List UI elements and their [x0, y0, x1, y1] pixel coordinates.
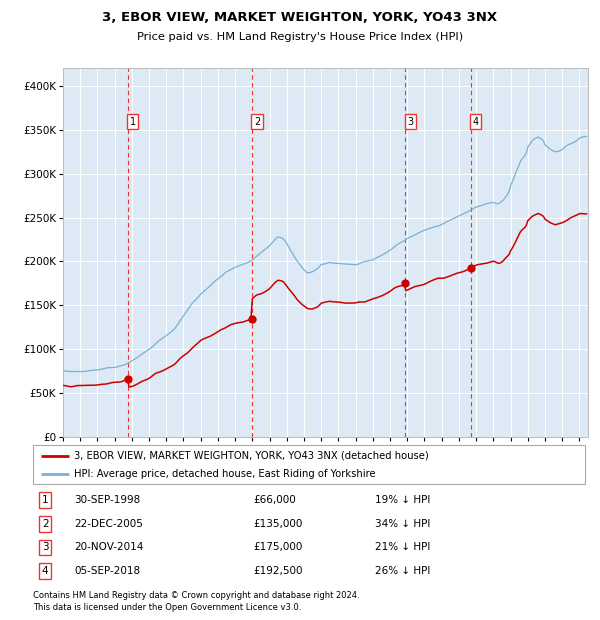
- Text: 3: 3: [42, 542, 49, 552]
- Text: 4: 4: [42, 566, 49, 576]
- Text: 05-SEP-2018: 05-SEP-2018: [74, 566, 140, 576]
- Text: 3, EBOR VIEW, MARKET WEIGHTON, YORK, YO43 3NX: 3, EBOR VIEW, MARKET WEIGHTON, YORK, YO4…: [103, 11, 497, 24]
- Text: £66,000: £66,000: [254, 495, 296, 505]
- Text: 34% ↓ HPI: 34% ↓ HPI: [375, 519, 431, 529]
- Text: 3, EBOR VIEW, MARKET WEIGHTON, YORK, YO43 3NX (detached house): 3, EBOR VIEW, MARKET WEIGHTON, YORK, YO4…: [74, 451, 429, 461]
- Text: This data is licensed under the Open Government Licence v3.0.: This data is licensed under the Open Gov…: [33, 603, 301, 612]
- Text: 4: 4: [473, 117, 479, 126]
- Text: HPI: Average price, detached house, East Riding of Yorkshire: HPI: Average price, detached house, East…: [74, 469, 376, 479]
- Text: 26% ↓ HPI: 26% ↓ HPI: [375, 566, 431, 576]
- Text: Contains HM Land Registry data © Crown copyright and database right 2024.: Contains HM Land Registry data © Crown c…: [33, 591, 359, 600]
- Text: 30-SEP-1998: 30-SEP-1998: [74, 495, 140, 505]
- Text: 20-NOV-2014: 20-NOV-2014: [74, 542, 144, 552]
- Text: 1: 1: [42, 495, 49, 505]
- Text: £135,000: £135,000: [254, 519, 303, 529]
- Text: 2: 2: [42, 519, 49, 529]
- Text: 2: 2: [254, 117, 260, 126]
- Text: 3: 3: [407, 117, 413, 126]
- Text: Price paid vs. HM Land Registry's House Price Index (HPI): Price paid vs. HM Land Registry's House …: [137, 32, 463, 42]
- Text: 1: 1: [130, 117, 136, 126]
- Text: £192,500: £192,500: [254, 566, 304, 576]
- FancyBboxPatch shape: [33, 445, 585, 484]
- Text: £175,000: £175,000: [254, 542, 303, 552]
- Text: 21% ↓ HPI: 21% ↓ HPI: [375, 542, 431, 552]
- Text: 19% ↓ HPI: 19% ↓ HPI: [375, 495, 431, 505]
- Text: 22-DEC-2005: 22-DEC-2005: [74, 519, 143, 529]
